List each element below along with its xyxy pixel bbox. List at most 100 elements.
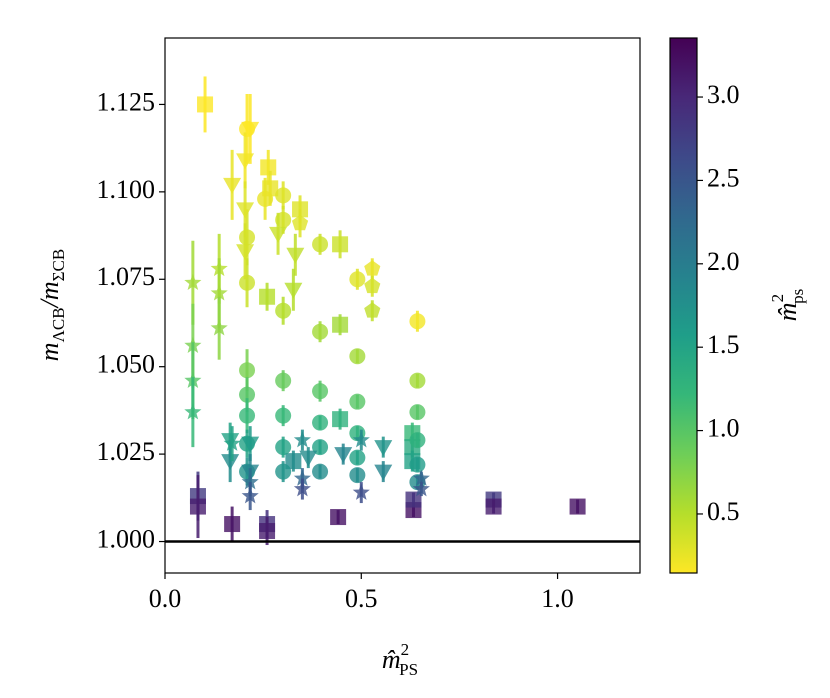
point [349,271,366,288]
colorbar-tick-label: 1.5 [707,330,740,359]
point [332,236,349,253]
point [293,469,311,486]
x-label-main: m̂ [382,645,401,674]
point [312,236,329,253]
c-label-main: m̂ [773,302,802,321]
y-tick-label: 1.100 [97,175,156,204]
point [349,393,366,410]
point [239,407,256,424]
point [569,498,586,515]
point [239,386,256,403]
x-label-sup: 2 [401,640,410,659]
point [409,404,426,421]
point [405,491,422,508]
point [352,431,370,448]
point [239,229,256,246]
point [224,516,241,533]
colorbar [669,37,698,574]
x-tick-label: 0.5 [345,584,378,613]
point [291,214,309,231]
point [239,362,256,379]
point [409,432,426,449]
y-label-div: /m [35,281,64,309]
point [184,403,202,420]
point [223,177,242,194]
y-label-sub2: ΣCB [49,249,68,282]
point [275,302,292,319]
point [412,469,430,486]
point [275,439,292,456]
y-tick-label: 1.125 [97,87,156,116]
point [364,277,381,294]
point [374,464,393,481]
point [299,450,318,467]
point [293,431,311,448]
point [259,288,276,305]
point [485,498,502,515]
point [269,226,288,243]
point [312,383,329,400]
y-axis-label: mΛCB/mΣCB [35,249,68,361]
point [409,372,426,389]
colorbar-tick-label: 1.0 [707,414,740,443]
point [364,260,381,276]
point [241,121,260,138]
point [275,407,292,424]
point [312,463,329,480]
y-tick-label: 1.025 [97,437,156,466]
point [189,498,206,515]
x-label-sub: PS [399,660,418,679]
point [330,509,347,526]
x-tick-label: 0.0 [149,584,182,613]
point [284,282,303,299]
point [236,202,255,219]
c-label-sup: 2 [768,294,787,303]
point [352,483,370,500]
y-tick-label: 1.050 [97,350,156,379]
point [241,473,259,490]
point [223,434,241,451]
point [412,480,430,497]
plot-frame [164,37,641,574]
point [286,247,305,264]
point [275,187,292,204]
y-label-main: m [35,342,64,361]
point [334,447,353,464]
colorbar-tick-label: 2.5 [707,163,740,192]
point [257,190,274,207]
plot-area [184,76,586,546]
point [364,302,381,318]
point [197,96,214,113]
colorbar-tick-label: 2.0 [707,247,740,276]
y-tick-label: 1.075 [97,262,156,291]
point [332,316,349,333]
point [409,313,426,330]
point [349,449,366,466]
point [285,453,302,470]
c-label-sub: ps [788,289,807,304]
point [259,523,276,540]
point [312,414,329,431]
colorbar-label: m̂2ps [768,289,807,321]
colorbar-tick-label: 3.0 [707,80,740,109]
point [241,487,259,504]
point [409,456,426,473]
point [275,372,292,389]
point [275,463,292,480]
point [374,440,393,457]
x-axis-label: m̂2 PS [382,640,418,679]
point [241,436,260,453]
y-tick-label: 1.000 [97,524,156,553]
point [260,159,277,176]
point [349,348,366,365]
point [312,323,329,340]
point [349,467,366,484]
point [236,244,255,261]
point [293,480,311,497]
point [210,319,228,336]
colorbar-tick-label: 0.5 [707,497,740,526]
point [210,284,228,301]
y-label-sub: ΛCB [49,307,68,342]
x-tick-label: 1.0 [541,584,574,613]
